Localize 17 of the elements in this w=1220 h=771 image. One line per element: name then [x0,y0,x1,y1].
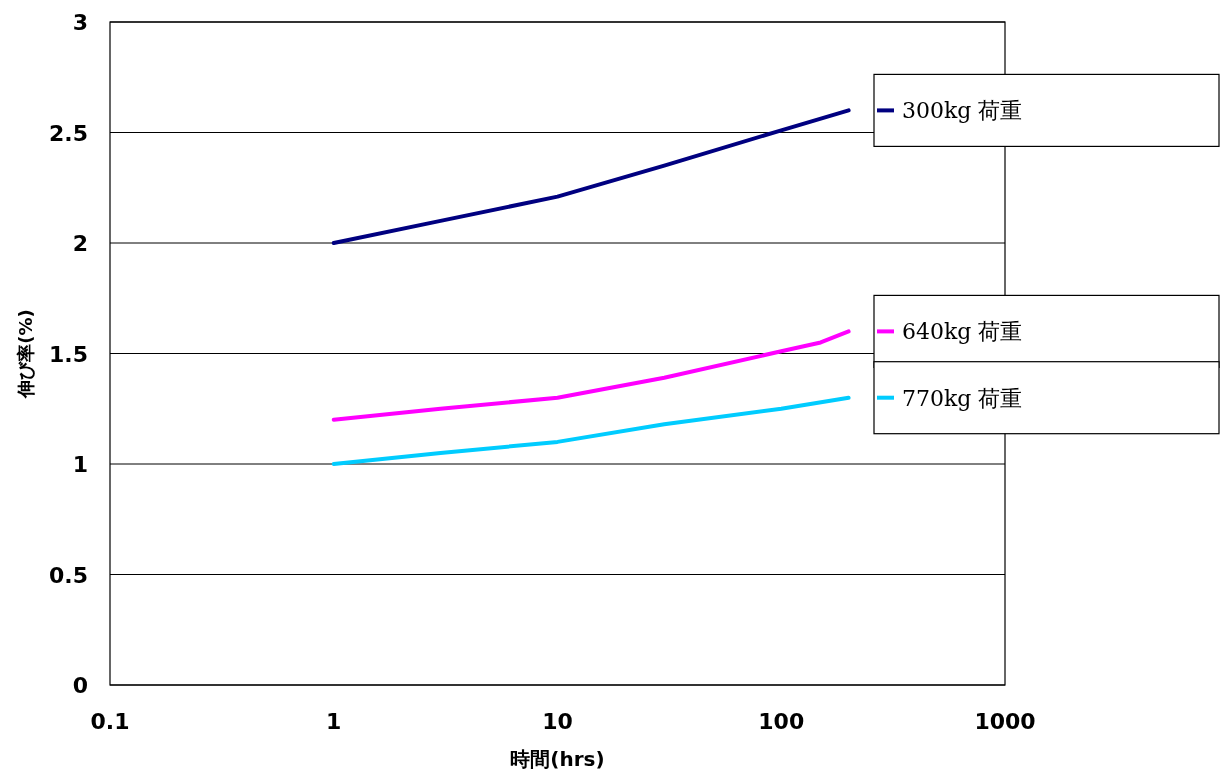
y-tick-label: 3 [72,10,88,35]
y-tick-label: 1 [72,452,88,477]
x-tick-label: 1000 [974,709,1036,734]
x-tick-label: 100 [758,709,805,734]
x-tick-label: 1 [326,709,342,734]
y-tick-label: 1.5 [49,341,88,367]
y-tick-label: 2 [72,231,88,256]
x-axis-title: 時間(hrs) [510,747,605,771]
legend-label: 300kg 荷重 [902,98,1023,124]
y-tick-label: 2.5 [49,120,88,146]
x-tick-label: 10 [542,709,573,734]
y-axis-title: 伸び率(%) [15,309,36,399]
legend-label: 770kg 荷重 [902,385,1023,411]
legend-label: 640kg 荷重 [902,319,1023,345]
x-tick-label: 0.1 [90,709,130,734]
y-tick-label: 0.5 [49,562,88,588]
y-tick-label: 0 [72,673,88,698]
